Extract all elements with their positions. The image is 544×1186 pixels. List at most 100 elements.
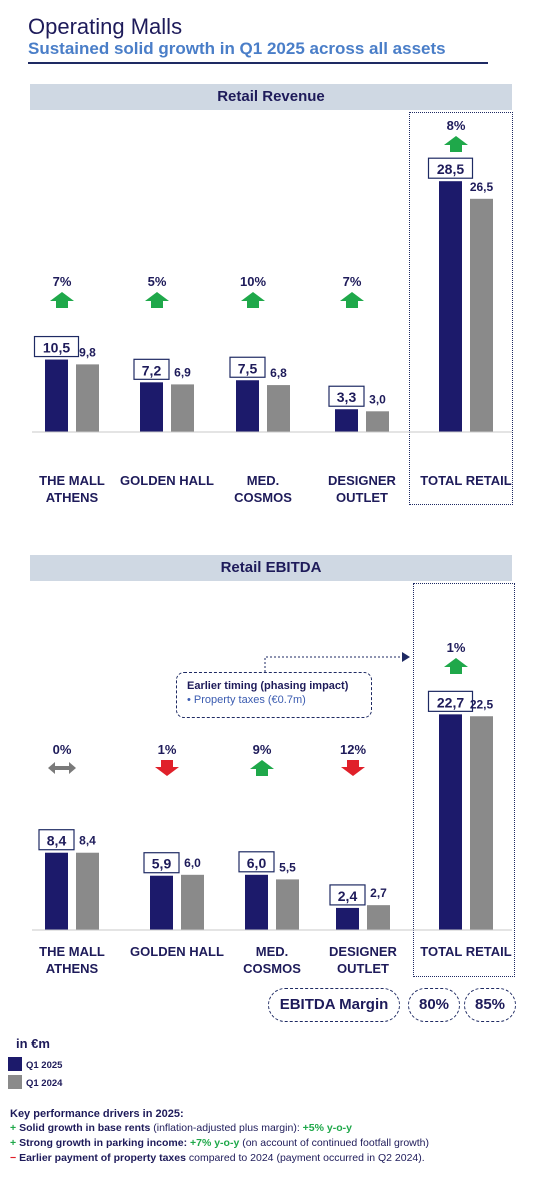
bar-q1-2025 [236,380,259,432]
bar-q1-2025 [439,714,462,930]
revenue-total-frame [409,112,513,505]
value-label-q1-2025: 8,4 [47,833,67,849]
legend-swatch-q1-2024 [8,1075,22,1089]
value-label-q1-2024: 8,4 [79,834,96,848]
category-label: ATHENS [46,961,99,976]
revenue-chart-title: Retail Revenue [30,84,512,110]
up-arrow-icon [444,658,468,674]
drivers-title: Key performance drivers in 2025: [10,1108,184,1120]
up-arrow-icon [145,292,169,308]
driver-bold: Earlier payment of property taxes [19,1152,186,1164]
value-label-q1-2025: 5,9 [152,856,172,872]
category-label: OUTLET [337,961,389,976]
value-label-q1-2024: 22,5 [470,697,494,711]
bar-q1-2024 [76,852,99,930]
driver-highlight: +5% y-o-y [302,1122,352,1134]
bar-q1-2025 [335,409,358,432]
ebitda-margin-label: EBITDA Margin [268,988,400,1022]
bar-q1-2024 [76,364,99,432]
up-arrow-icon [444,136,468,152]
change-percent: 0% [53,742,72,757]
callout-connector [264,652,410,672]
value-label-q1-2024: 6,0 [184,856,201,870]
bar-q1-2025 [150,875,173,930]
bar-q1-2024 [276,879,299,930]
up-arrow-icon [250,760,274,776]
value-label-box [427,157,474,179]
value-label-q1-2024: 6,9 [174,365,191,379]
category-label: COSMOS [234,490,292,505]
value-label-q1-2024: 26,5 [470,180,494,194]
driver-bold: Solid growth in base rents [19,1122,151,1134]
bar-q1-2024 [267,385,290,432]
value-label-q1-2025: 3,3 [337,389,357,405]
category-label: DESIGNER [329,944,398,959]
revenue-chart: 10,5 9,8 7% THE MALL ATHENS 7,2 6,9 5% GOLDEN HA… [32,118,512,505]
category-label: TOTAL RETAIL [420,473,512,488]
bar-q1-2025 [45,359,68,432]
flat-arrow-icon [48,762,76,774]
category-label: THE MALL [39,473,105,488]
value-label-q1-2024: 6,8 [270,366,287,380]
value-label-box [427,690,474,712]
category-label: THE MALL [39,944,105,959]
ebitda-margin-q1-2025: 80% [408,988,460,1022]
value-label-q1-2024: 9,8 [79,345,96,359]
category-label: TOTAL RETAIL [420,944,512,959]
value-label-q1-2024: 3,0 [369,392,386,406]
legend-label-q1-2025: Q1 2025 [26,1060,63,1071]
change-percent: 8% [447,118,466,133]
value-label-q1-2024: 2,7 [370,886,387,900]
value-label-box [329,884,366,906]
category-label: OUTLET [336,490,388,505]
change-percent: 7% [53,274,72,289]
ebitda-margin-q1-2024: 85% [464,988,516,1022]
ebitda-total-frame [413,583,515,977]
bar-q1-2025 [45,852,68,930]
driver-highlight: +7% y-o-y [189,1137,240,1149]
driver-symbol: + [10,1137,17,1149]
value-label-q1-2025: 7,5 [238,360,258,376]
down-arrow-icon [341,760,365,776]
driver-item: − Earlier payment of property taxes comp… [10,1152,425,1164]
up-arrow-icon [241,292,265,308]
ebitda-chart: 8,4 8,4 0% THE MALL ATHENS 5,9 6,0 1% GOLDEN HAL… [32,640,512,976]
phasing-callout: Earlier timing (phasing impact) • Proper… [176,672,372,718]
legend-label-q1-2024: Q1 2024 [26,1078,63,1089]
category-label: MED. [256,944,289,959]
legend-swatch-q1-2025 [8,1057,22,1071]
value-label-q1-2025: 28,5 [437,161,464,177]
change-percent: 10% [240,274,266,289]
ebitda-chart-title: Retail EBITDA [30,555,512,581]
page-title: Operating Malls [28,14,183,39]
bar-q1-2025 [439,181,462,432]
value-label-q1-2025: 2,4 [338,888,358,904]
bar-q1-2025 [245,874,268,930]
value-label-box [38,829,75,851]
value-label-q1-2025: 6,0 [247,855,267,871]
category-label: ATHENS [46,490,99,505]
category-label: COSMOS [243,961,301,976]
bar-q1-2024 [470,198,493,432]
page-subtitle: Sustained solid growth in Q1 2025 across… [28,39,446,58]
change-percent: 12% [340,742,366,757]
value-label-q1-2025: 7,2 [142,362,162,378]
value-label-box [133,358,170,380]
driver-item: + Strong growth in parking income: +7% y… [10,1137,429,1149]
bar-q1-2024 [366,411,389,432]
change-percent: 7% [343,274,362,289]
driver-text: compared to 2024 (payment occurred in Q2… [185,1152,425,1164]
up-arrow-icon [340,292,364,308]
category-label: MED. [247,473,280,488]
driver-bold: Strong growth in parking income: [19,1137,188,1149]
value-label-q1-2024: 5,5 [279,860,296,874]
title-divider [28,62,488,64]
value-label-box [238,851,275,873]
change-percent: 1% [158,742,177,757]
value-label-q1-2025: 10,5 [43,340,70,356]
legend-title: in €m [16,1036,50,1051]
category-label: GOLDEN HALL [120,473,214,488]
down-arrow-icon [155,760,179,776]
value-label-box [143,852,180,874]
change-percent: 5% [148,274,167,289]
